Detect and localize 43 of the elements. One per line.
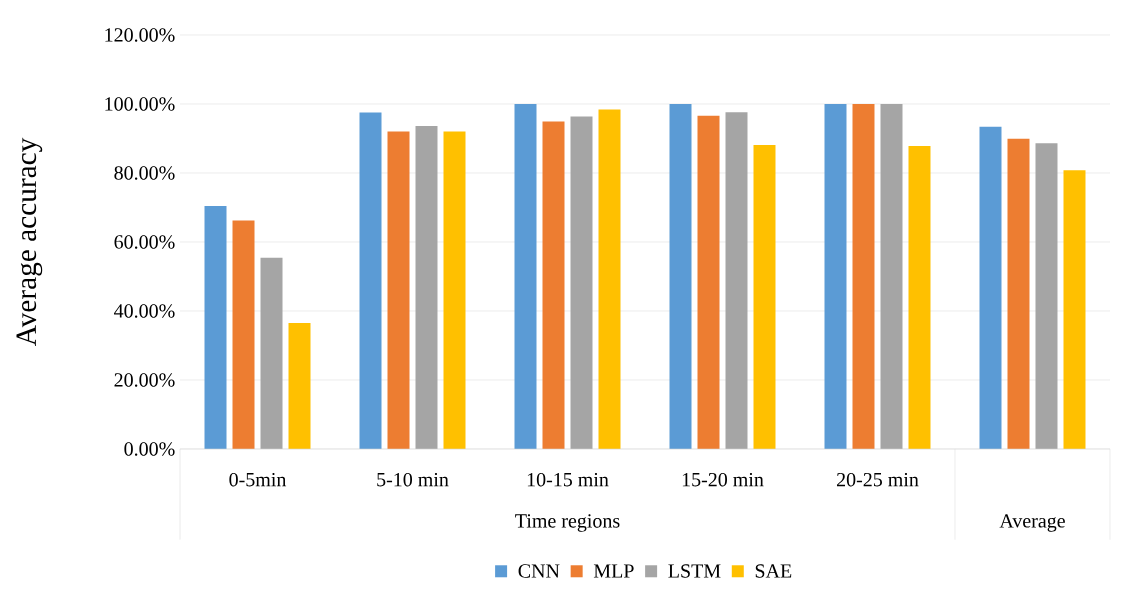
x-tick-label: 20-25 min bbox=[836, 472, 919, 487]
y-axis-title: Average accuracy bbox=[16, 137, 43, 347]
legend-label: SAE bbox=[755, 564, 792, 578]
bar bbox=[359, 112, 382, 449]
text: Average bbox=[999, 514, 1065, 532]
legend-label: CNN bbox=[518, 564, 560, 578]
bar bbox=[852, 103, 875, 449]
bar bbox=[288, 323, 311, 449]
y-tick-label: 100.00% bbox=[105, 97, 175, 111]
x-tick-label: 5-10 min bbox=[377, 472, 449, 487]
y-tick-label: 40.00% bbox=[114, 304, 175, 318]
y-tick-label: 0.00% bbox=[124, 442, 175, 456]
bar bbox=[697, 115, 720, 449]
bar bbox=[598, 109, 621, 449]
bar bbox=[753, 145, 776, 449]
bar bbox=[880, 103, 903, 449]
bar bbox=[232, 220, 255, 449]
y-tick-label: 120.00% bbox=[105, 28, 175, 42]
x-tick-label: 15-20 min bbox=[682, 472, 764, 487]
x-tick-label: 0-5min bbox=[229, 472, 287, 487]
bar bbox=[908, 146, 931, 449]
bar bbox=[570, 116, 593, 449]
bar bbox=[1007, 138, 1030, 449]
x-tick-label: 10-15 min bbox=[527, 472, 609, 487]
bar bbox=[415, 126, 438, 449]
bar bbox=[387, 131, 410, 449]
bar bbox=[824, 103, 847, 449]
y-tick-label: 60.00% bbox=[114, 235, 175, 249]
bar bbox=[1035, 143, 1058, 449]
bar bbox=[204, 206, 227, 449]
y-tick-label: 20.00% bbox=[114, 373, 175, 387]
bar bbox=[725, 112, 748, 449]
bar bbox=[443, 131, 466, 449]
bar bbox=[542, 121, 565, 449]
bar bbox=[514, 103, 537, 449]
x-axis-title: Time regions bbox=[515, 514, 620, 532]
bar bbox=[1063, 170, 1086, 449]
bar bbox=[669, 103, 692, 449]
legend-label: LSTM bbox=[668, 564, 721, 578]
y-tick-label: 80.00% bbox=[114, 166, 175, 180]
bar bbox=[260, 257, 283, 449]
legend-label: MLP bbox=[593, 564, 634, 578]
bar bbox=[979, 126, 1002, 449]
